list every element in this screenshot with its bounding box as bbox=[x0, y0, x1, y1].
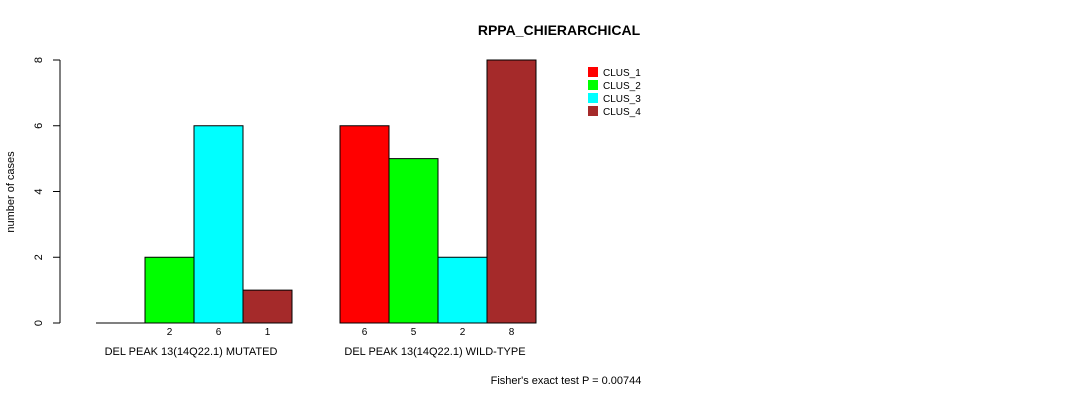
y-tick-label-0: 0 bbox=[33, 320, 45, 326]
bar-clus-4-group-1 bbox=[242, 289, 293, 324]
y-tick-label-2: 4 bbox=[33, 188, 45, 194]
legend: CLUS_1 CLUS_2 CLUS_3 CLUS_4 bbox=[588, 67, 641, 118]
count-label-clus-1-group-2: 6 bbox=[362, 327, 368, 338]
legend-swatch-clus-1 bbox=[588, 67, 598, 77]
chart-title: RPPA_CHIERARCHICAL bbox=[478, 22, 641, 38]
count-label-clus-3-group-2: 2 bbox=[460, 327, 466, 338]
count-label-clus-2-group-1: 2 bbox=[167, 327, 173, 338]
bar-clus-3-group-1 bbox=[193, 125, 244, 324]
legend-swatch-clus-4 bbox=[588, 106, 598, 116]
count-label-clus-2-group-2: 5 bbox=[411, 327, 417, 338]
group-labels: DEL PEAK 13(14Q22.1) MUTATED DEL PEAK 13(… bbox=[105, 346, 526, 358]
legend-swatch-clus-3 bbox=[588, 93, 598, 103]
bars bbox=[96, 59, 537, 324]
y-tick-label-3: 6 bbox=[33, 123, 45, 129]
legend-label-clus-2: CLUS_2 bbox=[603, 81, 641, 92]
group-label-2: DEL PEAK 13(14Q22.1) WILD-TYPE bbox=[344, 346, 525, 358]
y-axis-label: number of cases bbox=[5, 151, 17, 233]
bar-clus-2-group-2 bbox=[388, 158, 439, 324]
bar-clus-1-group-2 bbox=[339, 125, 390, 324]
bar-clus-2-group-1 bbox=[144, 256, 195, 324]
bar-clus-3-group-2 bbox=[437, 256, 488, 324]
count-labels: 2 6 1 6 5 2 8 bbox=[167, 327, 515, 338]
group-label-1: DEL PEAK 13(14Q22.1) MUTATED bbox=[105, 346, 278, 358]
legend-label-clus-4: CLUS_4 bbox=[603, 107, 641, 118]
count-label-clus-3-group-1: 6 bbox=[216, 327, 222, 338]
count-label-clus-4-group-1: 1 bbox=[265, 327, 271, 338]
count-label-clus-4-group-2: 8 bbox=[509, 327, 515, 338]
fisher-test-annotation: Fisher's exact test P = 0.00744 bbox=[491, 375, 642, 387]
y-axis: 0 2 4 6 8 bbox=[33, 57, 61, 326]
legend-swatch-clus-2 bbox=[588, 80, 598, 90]
y-tick-label-1: 2 bbox=[33, 254, 45, 260]
bar-clus-4-group-2 bbox=[486, 59, 537, 324]
legend-label-clus-3: CLUS_3 bbox=[603, 94, 641, 105]
legend-label-clus-1: CLUS_1 bbox=[603, 68, 641, 79]
y-tick-label-4: 8 bbox=[33, 57, 45, 63]
